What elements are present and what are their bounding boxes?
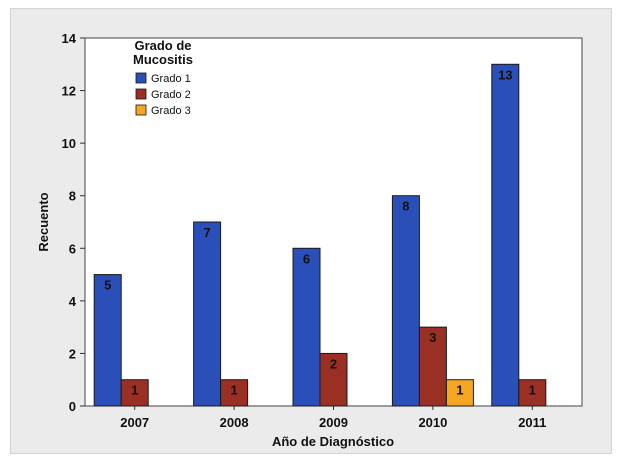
y-axis-title: Recuento	[36, 192, 51, 251]
x-tick-label: 2011	[518, 415, 546, 430]
bar-data-label: 1	[456, 383, 463, 398]
y-tick-label: 6	[69, 241, 76, 256]
y-tick-label: 2	[69, 346, 76, 361]
bar-data-label: 2	[330, 356, 337, 371]
bar-grado-1	[94, 275, 121, 406]
x-tick-label: 2010	[418, 415, 447, 430]
x-tick-label: 2009	[319, 415, 348, 430]
legend-swatch	[136, 105, 146, 115]
x-tick-label: 2007	[120, 415, 149, 430]
legend-entry-label: Grado 1	[151, 73, 191, 85]
bar-data-label: 8	[402, 199, 409, 214]
y-tick-label: 10	[62, 136, 76, 151]
x-axis: 2007 2008 2009 2010 2011	[120, 406, 546, 430]
bar-data-label: 5	[104, 278, 111, 293]
bar-data-label: 1	[230, 383, 237, 398]
bar-data-label: 3	[429, 330, 436, 345]
y-tick-label: 0	[69, 399, 76, 414]
bar-data-label: 7	[203, 225, 210, 240]
legend-entry-label: Grado 3	[151, 105, 191, 117]
bar-data-label: 6	[303, 251, 310, 266]
bar-data-label: 1	[529, 383, 536, 398]
legend: Grado de Mucositis Grado 1 Grado 2 Grado 3	[133, 38, 193, 117]
legend-swatch	[136, 73, 146, 83]
bar-data-label: 13	[498, 67, 512, 82]
bar-data-label: 1	[131, 383, 138, 398]
bar-grado-1	[194, 222, 221, 406]
legend-title-line-1: Grado de	[134, 38, 191, 53]
y-tick-label: 12	[62, 84, 76, 99]
legend-entry-label: Grado 2	[151, 89, 191, 101]
y-axis: 0 2 4 6 8 10 12 14	[62, 31, 85, 414]
bar-grado-1	[392, 196, 419, 406]
y-tick-label: 4	[69, 294, 77, 309]
y-tick-label: 14	[62, 31, 77, 46]
y-tick-label: 8	[69, 189, 76, 204]
legend-swatch	[136, 89, 146, 99]
bar-grado-1	[293, 248, 320, 406]
bar-grado-1	[492, 64, 519, 406]
legend-title-line-2: Mucositis	[133, 52, 193, 67]
x-axis-title: Año de Diagnóstico	[272, 434, 394, 449]
x-tick-label: 2008	[220, 415, 249, 430]
